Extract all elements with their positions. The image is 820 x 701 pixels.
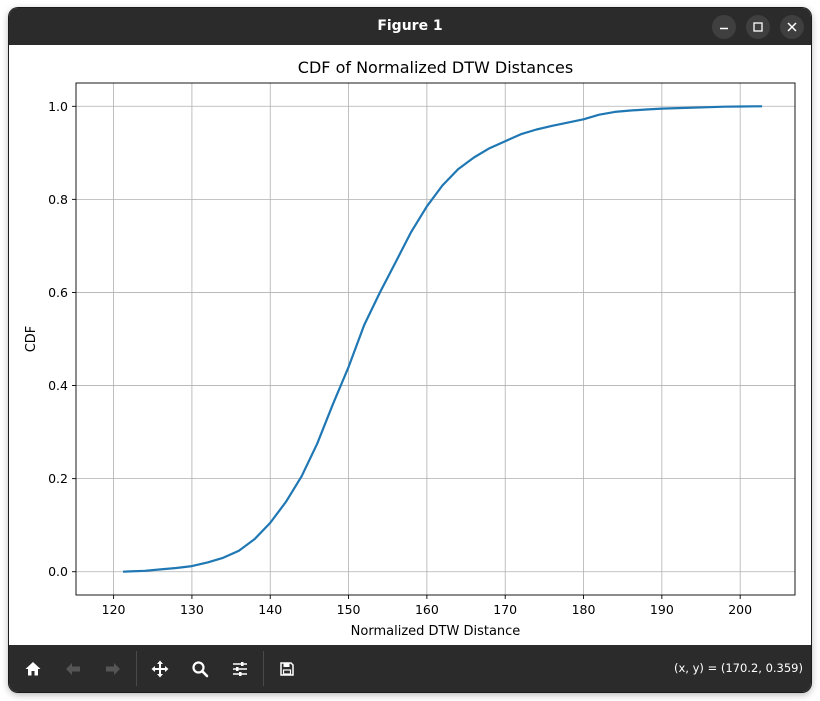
y-tick-label: 0.0 bbox=[48, 564, 68, 579]
axes-frame bbox=[75, 82, 796, 596]
maximize-button[interactable] bbox=[746, 15, 770, 39]
x-axis-label: Normalized DTW Distance bbox=[351, 624, 521, 639]
y-tick-label: 0.2 bbox=[48, 471, 68, 486]
toolbar-separator bbox=[263, 651, 264, 686]
chart-title: CDF of Normalized DTW Distances bbox=[298, 58, 573, 77]
forward-button[interactable] bbox=[99, 655, 127, 683]
title-bar[interactable]: Figure 1 bbox=[9, 8, 811, 46]
cursor-coordinates: (x, y) = (170.2, 0.359) bbox=[674, 661, 803, 675]
x-tick-label: 200 bbox=[728, 602, 752, 617]
back-arrow-icon bbox=[66, 663, 80, 675]
configure-subplots-button[interactable] bbox=[226, 655, 254, 683]
save-button[interactable] bbox=[273, 655, 301, 683]
close-button[interactable] bbox=[780, 15, 804, 39]
forward-arrow-icon bbox=[106, 663, 120, 675]
zoom-icon bbox=[192, 661, 209, 678]
y-tick-label: 1.0 bbox=[48, 99, 68, 114]
maximize-icon bbox=[753, 22, 763, 32]
close-icon bbox=[787, 22, 797, 32]
y-tick-label: 0.4 bbox=[48, 378, 68, 393]
figure-canvas[interactable]: 120 130 140 150 160 170 180 190 200 0.0 0.2 0.4 0.6 0… bbox=[9, 45, 811, 645]
cdf-chart: 120 130 140 150 160 170 180 190 200 0.0 0.2 0.4 0.6 0… bbox=[24, 58, 796, 639]
y-tick-label: 0.8 bbox=[48, 192, 68, 207]
minimize-button[interactable] bbox=[712, 15, 736, 39]
y-tick-label: 0.6 bbox=[48, 285, 68, 300]
x-tick-label: 120 bbox=[102, 602, 126, 617]
y-axis-label: CDF bbox=[24, 326, 39, 353]
x-tick-label: 160 bbox=[415, 602, 439, 617]
x-tick-label: 170 bbox=[493, 602, 517, 617]
minimize-icon bbox=[720, 27, 728, 30]
home-button[interactable] bbox=[19, 655, 47, 683]
window-title: Figure 1 bbox=[377, 18, 443, 34]
x-tick-label: 130 bbox=[180, 602, 204, 617]
zoom-button[interactable] bbox=[186, 655, 214, 683]
toolbar-separator bbox=[136, 651, 137, 686]
home-icon bbox=[25, 662, 41, 676]
x-tick-label: 140 bbox=[258, 602, 282, 617]
pan-button[interactable] bbox=[146, 655, 174, 683]
figure-window: Figure 1 120 130 140 150 160 170 180 190 200 0.0 0… bbox=[9, 8, 811, 692]
save-icon bbox=[280, 662, 294, 676]
cdf-line bbox=[122, 105, 763, 573]
pan-icon bbox=[151, 660, 169, 678]
x-tick-label: 180 bbox=[572, 602, 596, 617]
configure-subplots-icon bbox=[233, 662, 247, 676]
navigation-toolbar: (x, y) = (170.2, 0.359) bbox=[9, 645, 811, 692]
back-button[interactable] bbox=[59, 655, 87, 683]
x-tick-label: 190 bbox=[650, 602, 674, 617]
x-tick-label: 150 bbox=[337, 602, 361, 617]
